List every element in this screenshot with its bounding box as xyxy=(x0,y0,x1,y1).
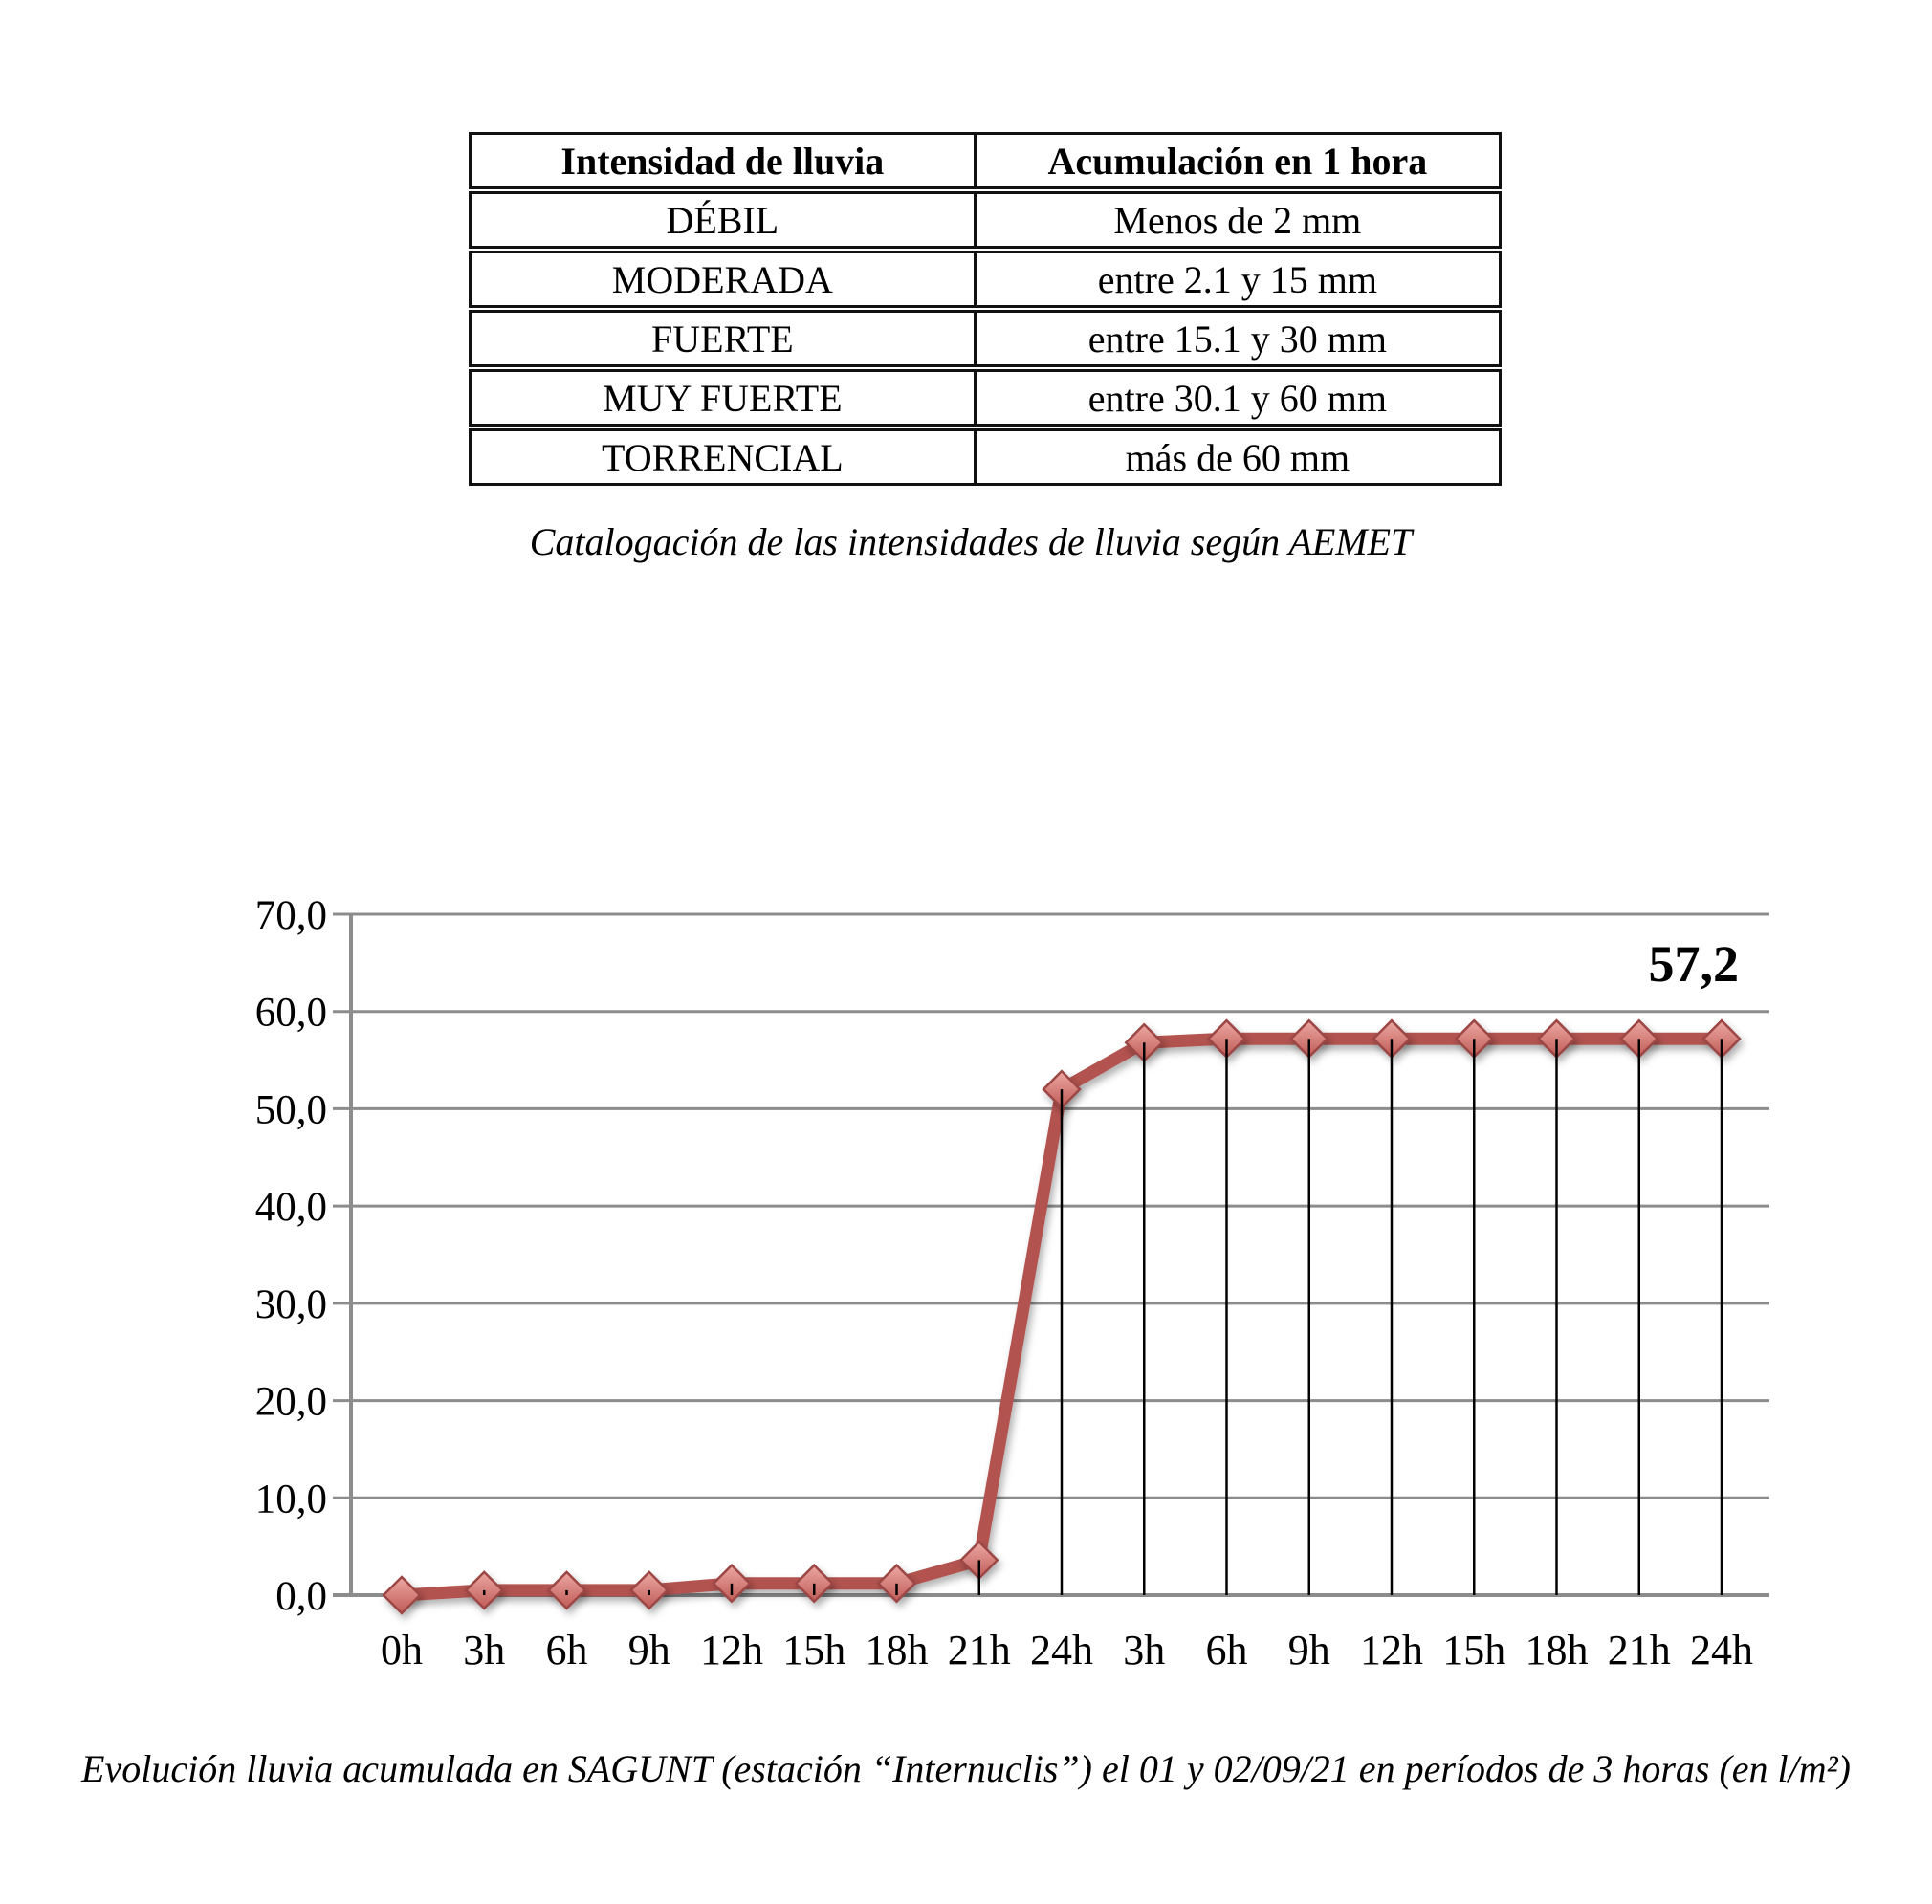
table-cell-intensity: DÉBIL xyxy=(469,186,977,252)
x-axis-tick-label: 9h xyxy=(628,1627,670,1674)
x-axis-tick-label: 0h xyxy=(381,1627,423,1674)
table-row: MODERADA entre 2.1 y 15 mm xyxy=(469,246,1503,311)
x-axis-tick-label: 12h xyxy=(1360,1627,1423,1674)
table-row: FUERTE entre 15.1 y 30 mm xyxy=(469,305,1503,370)
y-axis-tick-label: 50,0 xyxy=(255,1087,327,1132)
table-cell-intensity: MODERADA xyxy=(469,246,977,311)
x-axis-tick-label: 15h xyxy=(782,1627,845,1674)
x-axis-tick-label: 9h xyxy=(1288,1627,1330,1674)
last-point-data-label: 57,2 xyxy=(1649,935,1740,993)
x-axis-tick-label: 6h xyxy=(546,1627,588,1674)
table-header-accumulation: Acumulación en 1 hora xyxy=(973,132,1503,192)
y-axis-tick-label: 40,0 xyxy=(255,1185,327,1230)
data-point-marker xyxy=(382,1575,422,1615)
x-axis-tick-label: 18h xyxy=(866,1627,929,1674)
data-point-marker xyxy=(876,1564,917,1604)
x-axis-tick-label: 24h xyxy=(1030,1627,1093,1674)
y-axis-tick-label: 20,0 xyxy=(255,1380,327,1425)
table-row: MUY FUERTE entre 30.1 y 60 mm xyxy=(469,364,1503,429)
data-point-marker xyxy=(628,1570,670,1610)
y-axis-tick-label: 30,0 xyxy=(255,1282,327,1327)
table-cell-accumulation: más de 60 mm xyxy=(973,424,1503,486)
table-caption: Catalogación de las intensidades de lluv… xyxy=(529,520,1413,563)
table-header-intensity: Intensidad de lluvia xyxy=(469,132,977,192)
x-axis-tick-label: 3h xyxy=(463,1627,505,1674)
table-row: DÉBIL Menos de 2 mm xyxy=(469,186,1503,252)
x-axis-tick-label: 21h xyxy=(948,1627,1011,1674)
y-axis-tick-label: 0,0 xyxy=(275,1574,327,1619)
x-axis-tick-label: 6h xyxy=(1206,1627,1248,1674)
intensity-table: Intensidad de lluvia Acumulación en 1 ho… xyxy=(469,132,1503,486)
table-cell-intensity: FUERTE xyxy=(469,305,977,370)
data-point-marker xyxy=(464,1570,505,1610)
y-axis-tick-label: 60,0 xyxy=(255,991,327,1036)
data-point-marker xyxy=(794,1564,835,1604)
y-axis-tick-label: 10,0 xyxy=(255,1477,327,1521)
y-axis-tick-label: 70,0 xyxy=(255,893,327,938)
data-point-marker xyxy=(546,1570,587,1610)
table-cell-accumulation: entre 15.1 y 30 mm xyxy=(973,305,1503,370)
x-axis-tick-label: 18h xyxy=(1526,1627,1589,1674)
table-cell-accumulation: Menos de 2 mm xyxy=(973,186,1503,252)
x-axis-tick-label: 3h xyxy=(1123,1627,1165,1674)
x-axis-tick-label: 12h xyxy=(700,1627,763,1674)
table-cell-intensity: TORRENCIAL xyxy=(469,424,977,486)
x-axis-tick-label: 15h xyxy=(1442,1627,1505,1674)
x-axis-tick-label: 24h xyxy=(1690,1627,1753,1674)
chart-caption: Evolución lluvia acumulada en SAGUNT (es… xyxy=(81,1747,1851,1790)
table-header-row: Intensidad de lluvia Acumulación en 1 ho… xyxy=(469,132,1503,192)
table-cell-accumulation: entre 2.1 y 15 mm xyxy=(973,246,1503,311)
table-cell-accumulation: entre 30.1 y 60 mm xyxy=(973,364,1503,429)
table-row: TORRENCIAL más de 60 mm xyxy=(469,424,1503,486)
data-point-marker xyxy=(712,1564,752,1604)
rain-accumulation-line-chart: 0,0 10,0 20,0 30,0 40,0 50,0 60,0 70,0 0h 3h 6h 9h 1… xyxy=(255,893,1769,1674)
x-axis-tick-label: 21h xyxy=(1608,1627,1671,1674)
table-cell-intensity: MUY FUERTE xyxy=(469,364,977,429)
